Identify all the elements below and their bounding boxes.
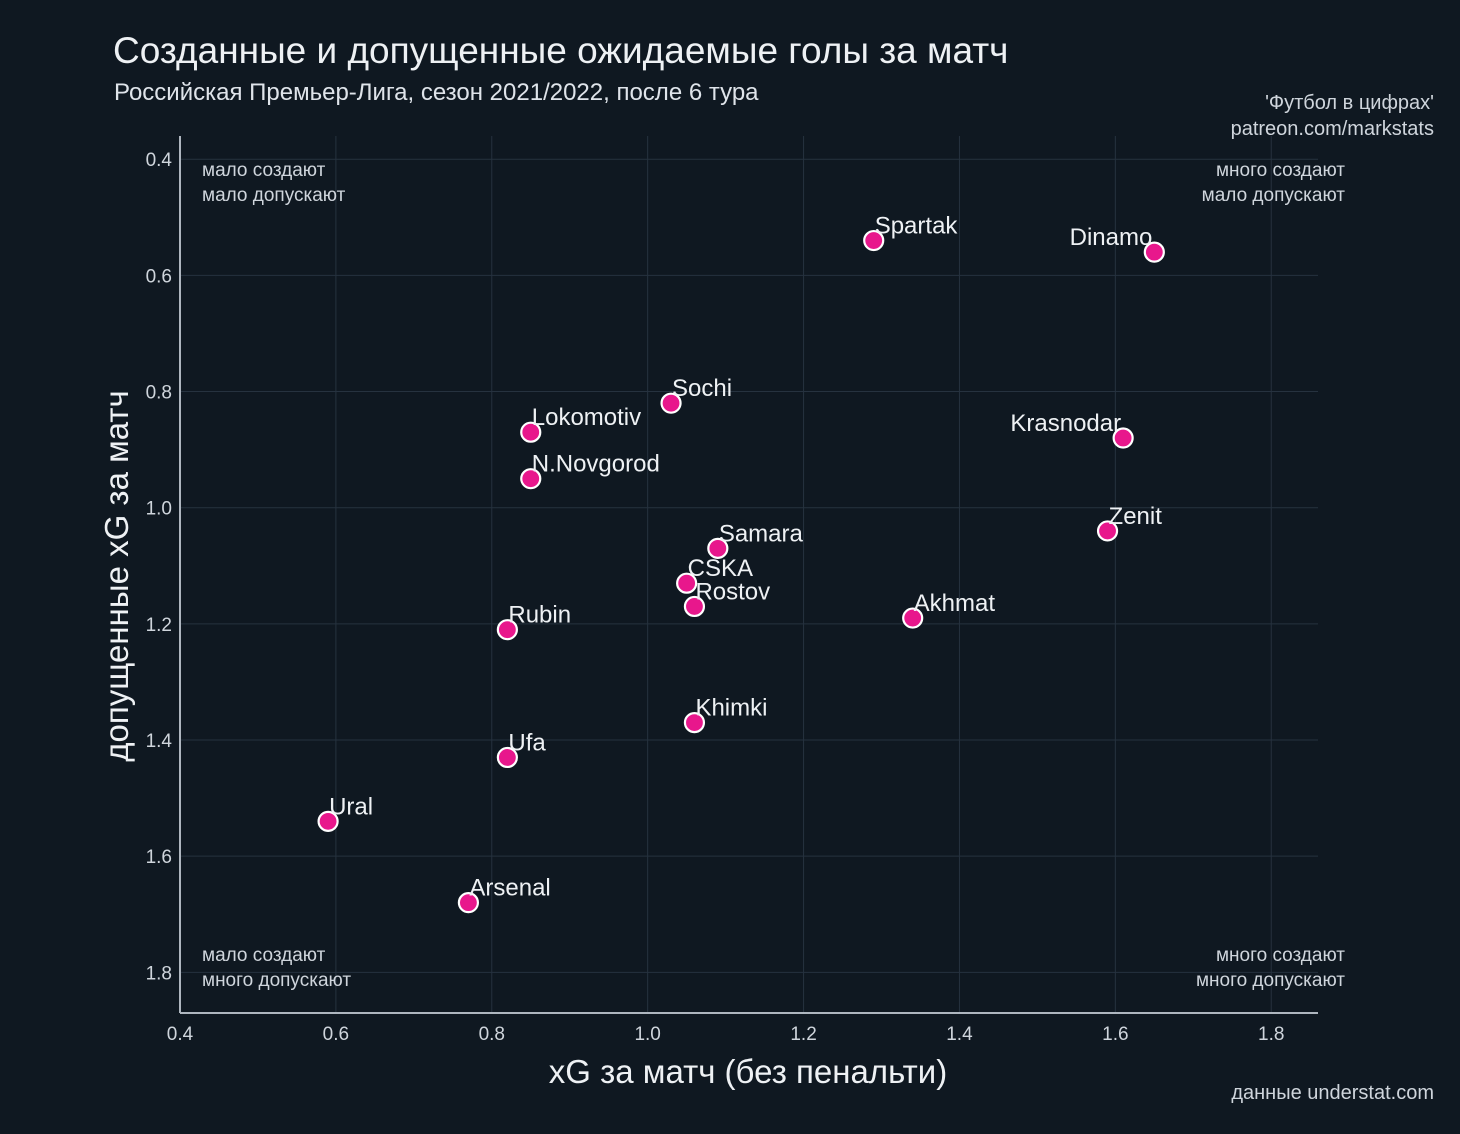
y-tick-label: 0.4: [146, 150, 173, 171]
axes: [179, 136, 1318, 1014]
point-label: Arsenal: [469, 875, 550, 902]
point-label: N.Novgorod: [532, 451, 660, 478]
x-tick-label: 1.0: [634, 1024, 660, 1045]
point-samara: [707, 537, 729, 559]
x-tick-label: 1.2: [790, 1024, 816, 1045]
quadrant-label-bottom-left: мало создают: [202, 945, 326, 966]
data-source-note: данные understat.com: [1231, 1082, 1434, 1104]
y-tick-label: 1.2: [146, 615, 172, 636]
quadrant-label-top-left: мало допускают: [202, 185, 346, 206]
y-tick-label: 1.4: [146, 731, 173, 752]
x-tick-label: 1.8: [1258, 1024, 1284, 1045]
point-label: Khimki: [695, 695, 767, 722]
y-tick-label: 0.8: [146, 383, 172, 404]
point-arsenal: [457, 892, 479, 914]
quadrant-label-bottom-right: много создают: [1216, 945, 1345, 966]
x-tick-label: 0.8: [479, 1024, 505, 1045]
x-tick-label: 0.6: [323, 1024, 349, 1045]
point-sochi: [660, 392, 682, 414]
quadrant-label-bottom-right: много допускают: [1196, 970, 1345, 991]
x-tick-label: 1.6: [1102, 1024, 1128, 1045]
y-axis-label: допущенные xG за матч: [98, 390, 135, 761]
point-label: Zenit: [1109, 503, 1163, 530]
point-rostov: [683, 595, 706, 618]
point-label: Samara: [719, 520, 804, 547]
point-labels: Spartak Dinamo Sochi Lokomotiv Krasnodar N.No…: [329, 213, 1162, 902]
y-tick-label: 1.8: [146, 963, 172, 984]
point-dinamo: [1143, 241, 1165, 263]
point-label: Ural: [329, 793, 373, 820]
x-tick-label: 1.4: [946, 1024, 973, 1045]
point-label: Sochi: [672, 375, 732, 402]
point-label: Akhmat: [914, 590, 996, 617]
point-spartak: [863, 229, 885, 252]
credit-line-1: 'Футбол в цифрах': [1265, 92, 1434, 114]
quadrant-labels: мало создают мало допускают много создают м…: [202, 160, 1345, 991]
chart-title: Созданные и допущенные ожидаемые голы за…: [113, 30, 1009, 71]
point-label: Rostov: [695, 578, 770, 605]
chart-subtitle: Российская Премьер-Лига, сезон 2021/2022…: [114, 79, 759, 106]
point-n-novgorod: [520, 468, 542, 490]
x-axis-label: xG за матч (без пенальти): [549, 1053, 947, 1090]
point-label: Spartak: [875, 213, 959, 240]
credit-line-2: patreon.com/markstats: [1230, 118, 1434, 140]
y-tick-label: 1.0: [146, 499, 172, 520]
quadrant-label-top-right: много создают: [1216, 160, 1345, 181]
point-zenit: [1096, 520, 1119, 542]
point-lokomotiv: [520, 421, 542, 443]
point-cska: [676, 572, 698, 594]
y-tick-label: 0.6: [146, 266, 172, 287]
point-label: Lokomotiv: [532, 404, 641, 431]
point-label: Rubin: [508, 602, 571, 629]
point-label: Ufa: [508, 729, 546, 756]
point-label: CSKA: [688, 555, 753, 582]
credit-block: 'Футбол в цифрах' patreon.com/markstats: [1231, 90, 1434, 142]
data-points: [317, 229, 1165, 914]
point-rubin: [496, 619, 518, 641]
point-khimki: [683, 712, 706, 734]
point-akhmat: [902, 607, 924, 629]
point-label: Krasnodar: [1010, 410, 1121, 437]
quadrant-label-top-right: мало допускают: [1202, 185, 1346, 206]
point-ural: [317, 810, 339, 832]
point-label: Dinamo: [1070, 224, 1153, 251]
y-tick-label: 1.6: [146, 847, 172, 868]
quadrant-label-top-left: мало создают: [202, 160, 326, 181]
point-ufa: [496, 746, 518, 769]
tick-labels: 0.4 0.6 0.8 1.0 1.2 1.4 1.6 1.8 0.4 0.6 0.8 1.0 1.2 1…: [146, 150, 1285, 1045]
point-krasnodar: [1112, 427, 1134, 449]
x-tick-label: 0.4: [167, 1024, 194, 1045]
quadrant-label-bottom-left: много допускают: [202, 970, 351, 991]
